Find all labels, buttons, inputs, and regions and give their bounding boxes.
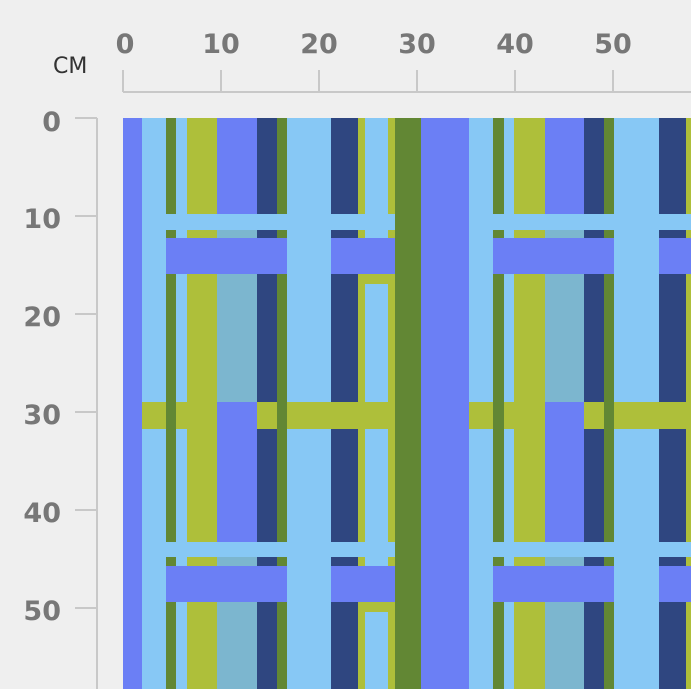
x-tick-label: 0 xyxy=(116,29,135,60)
y-tick-label: 20 xyxy=(23,302,61,333)
top-ruler: 0 10 20 30 40 50 xyxy=(116,29,691,93)
y-tick-label: 30 xyxy=(23,400,61,431)
x-tick-label: 20 xyxy=(300,29,338,60)
y-tick-label: 0 xyxy=(42,107,61,138)
y-tick-label: 50 xyxy=(23,596,61,627)
y-tick-label: 40 xyxy=(23,498,61,529)
x-tick-label: 50 xyxy=(594,29,632,60)
unit-label: CM xyxy=(53,54,87,79)
x-tick-label: 10 xyxy=(202,29,240,60)
left-ruler: 0 10 20 30 40 50 xyxy=(23,107,98,689)
y-tick-label: 10 xyxy=(23,204,61,235)
x-tick-label: 40 xyxy=(496,29,534,60)
x-tick-label: 30 xyxy=(398,29,436,60)
plaid-swatch xyxy=(123,118,691,689)
